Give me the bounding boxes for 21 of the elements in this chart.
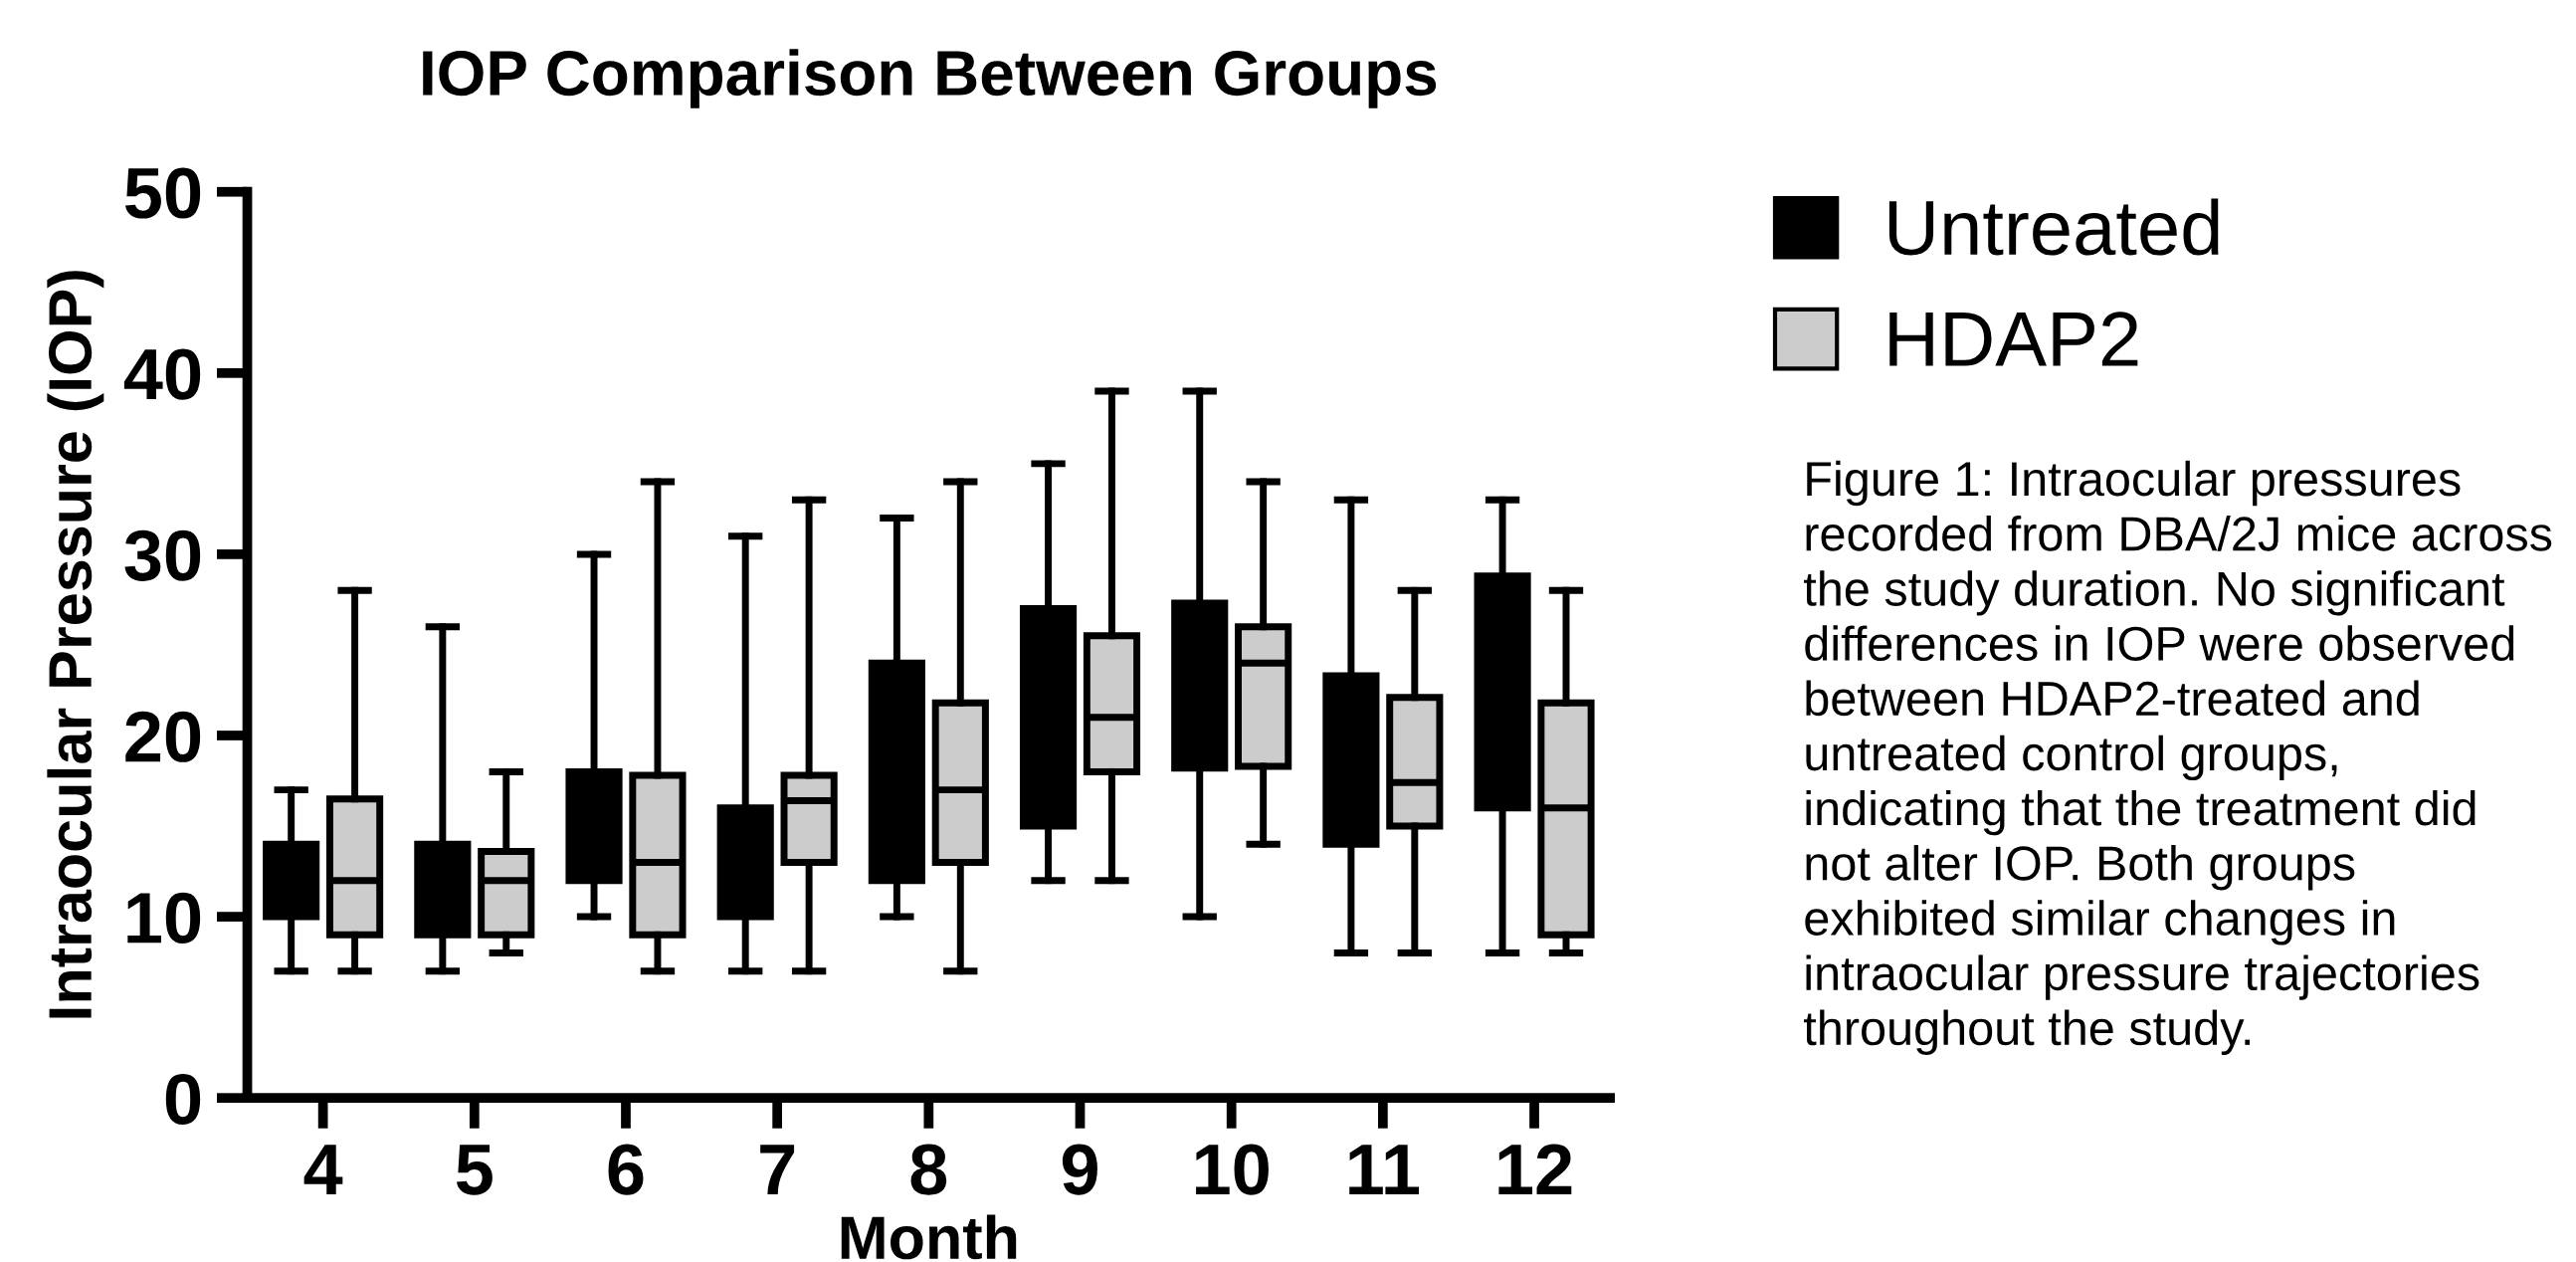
- x-tick-label: 12: [1498, 1144, 1572, 1194]
- y-tick-label: 40: [123, 348, 201, 400]
- text: Figure 1: Intraocular pressures recorded from DBA/2J mice across the study duration. No significant differences in IOP were observed between HDAP2-treated and untreated control groups, indicating that the treatment did not alter IOP. Both groups exhibited similar changes in intraocular pressure trajectories throughout the study.: [1804, 460, 2552, 1055]
- x-tick-label: 11: [1349, 1145, 1420, 1194]
- chart-title: IOP Comparison Between Groups: [423, 49, 1437, 108]
- y-tick-label: 10: [127, 892, 201, 944]
- x-tick-label: 8: [910, 1144, 947, 1195]
- y-tick-label: 30: [124, 529, 201, 581]
- y-tick-label: 0: [165, 1073, 201, 1126]
- legend-label: Untreated: [1888, 198, 2219, 256]
- x-tick-label: 5: [456, 1145, 493, 1195]
- x-tick-label: 9: [1062, 1144, 1097, 1195]
- y-tick-label: 50: [125, 167, 201, 219]
- x-axis-title: Month: [841, 1214, 1017, 1260]
- y-axis-title: Intraocular Pressure (IOP): [47, 271, 104, 1018]
- x-tick-label: 4: [303, 1145, 343, 1194]
- x-tick-label: 7: [760, 1145, 795, 1194]
- x-tick-label: 6: [608, 1144, 644, 1195]
- x-tick-label: 10: [1196, 1144, 1269, 1195]
- legend-label: HDAP2: [1889, 312, 2138, 366]
- y-tick-label: 20: [125, 711, 201, 762]
